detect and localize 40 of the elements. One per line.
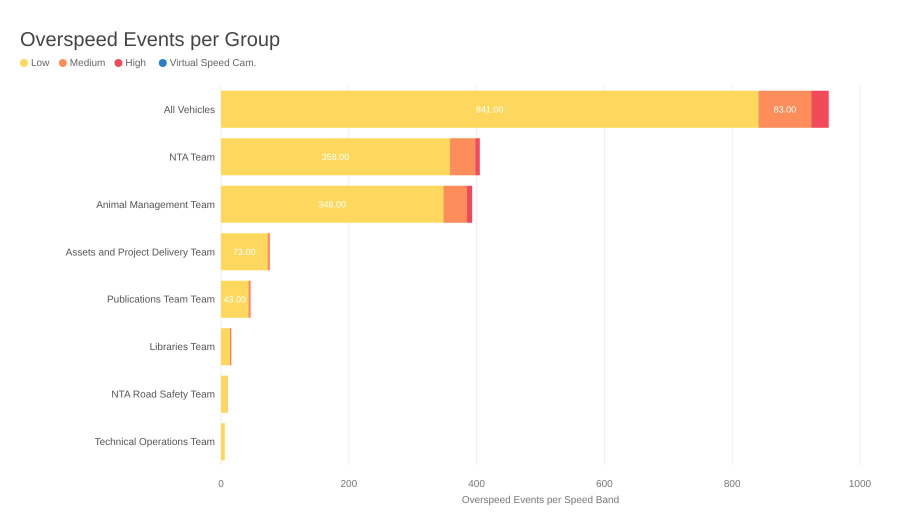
legend-label: Medium	[70, 58, 106, 69]
x-tick-label: 600	[596, 479, 614, 490]
bar	[221, 423, 225, 460]
data-label: 348.00	[318, 199, 346, 210]
bar	[221, 233, 268, 270]
bar	[221, 90, 758, 128]
legend-label: Virtual Speed Cam.	[170, 58, 256, 69]
x-axis-title: Overspeed Events per Speed Band	[462, 495, 620, 506]
y-tick-label: Technical Operations Team	[94, 437, 215, 448]
x-tick-label: 1000	[848, 479, 872, 490]
bar	[811, 90, 829, 128]
bar	[443, 186, 468, 223]
bar	[450, 138, 476, 176]
x-tick-label: 0	[218, 479, 224, 490]
y-tick-label: Assets and Project Delivery Team	[66, 247, 215, 258]
legend-label: High	[125, 58, 146, 69]
y-tick-label: Libraries Team	[150, 342, 215, 354]
x-tick-label: 400	[468, 479, 486, 490]
x-tick-label: 200	[340, 479, 358, 490]
y-tick-label: NTA Team	[169, 152, 215, 164]
legend-label: Low	[31, 58, 50, 69]
bar	[758, 90, 812, 128]
bar	[475, 138, 480, 176]
bar	[221, 280, 248, 318]
bar	[221, 376, 227, 413]
x-tick-label: 800	[724, 479, 741, 490]
data-label: 358.00	[322, 152, 350, 162]
bar	[221, 138, 450, 176]
bar	[467, 186, 472, 223]
data-label: 43.00	[223, 294, 246, 304]
bar	[221, 328, 230, 366]
data-label: 841.00	[476, 104, 504, 114]
y-tick-label: Publications Team Team	[106, 294, 215, 306]
data-label: 73.00	[233, 246, 256, 257]
data-label: 83.00	[774, 104, 796, 114]
chart-title: Overspeed Events per Group	[20, 29, 280, 51]
y-tick-label: All Vehicles	[164, 104, 215, 116]
bar	[221, 186, 444, 223]
y-tick-label: NTA Road Safety Team	[111, 390, 215, 401]
y-tick-label: Animal Management Team	[96, 200, 215, 211]
